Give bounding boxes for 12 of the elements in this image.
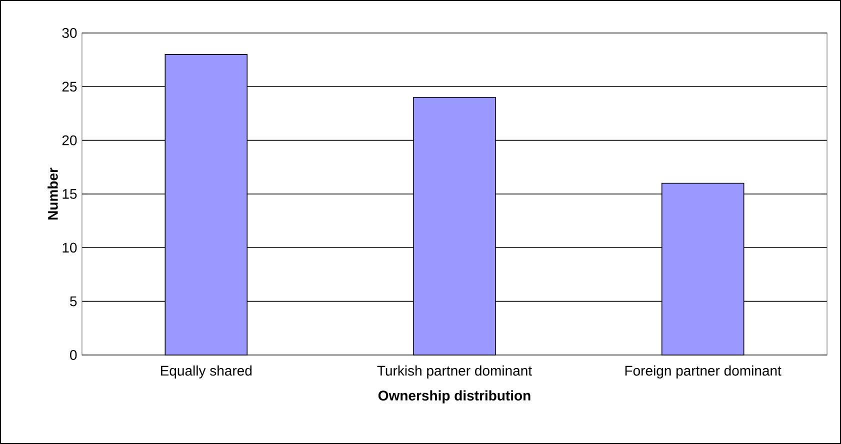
y-axis-title: Number <box>48 168 58 220</box>
x-tick-label: Foreign partner dominant <box>625 365 782 378</box>
y-tick-label: 15 <box>62 189 77 199</box>
x-tick-label: Equally shared <box>160 365 252 378</box>
y-tick-label: 0 <box>70 350 77 360</box>
y-tick-label: 10 <box>62 242 77 253</box>
y-tick-label: 5 <box>70 296 77 306</box>
y-tick-label: 30 <box>62 28 77 38</box>
y-tick-label: 25 <box>62 82 77 92</box>
y-tick-label: 20 <box>62 135 77 146</box>
x-tick-label: Turkish partner dominant <box>377 365 532 378</box>
x-axis-title: Ownership distribution <box>378 390 530 404</box>
